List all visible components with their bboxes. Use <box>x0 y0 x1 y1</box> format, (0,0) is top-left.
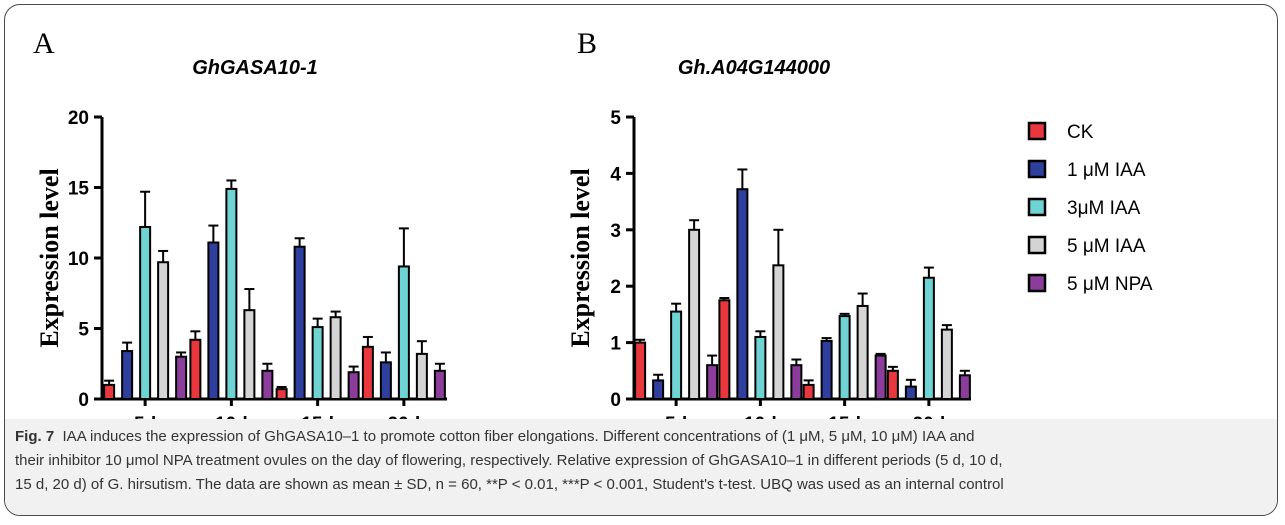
x-tick-label-b: 10d <box>744 414 777 419</box>
bar-a <box>415 352 428 401</box>
bar-b <box>940 328 953 400</box>
y-tick-label-a: 5 <box>78 320 89 341</box>
x-tick-label-b: 5d <box>665 414 687 419</box>
legend-swatch <box>1027 235 1047 255</box>
bar-a <box>433 369 446 400</box>
caption-label: Fig. 7 <box>15 428 55 445</box>
x-tick-label-a: 10d <box>215 414 248 419</box>
bar-a <box>175 355 188 401</box>
x-tick-label-a: 15d <box>301 414 334 419</box>
caption-line-1: Fig. 7 IAA induces the expression of GhG… <box>15 428 975 445</box>
bar-chart-a: 0 5 10 15 20 5d 10d 15d 20d <box>68 108 447 419</box>
bar-b <box>838 315 851 401</box>
y-tick-label-b: 0 <box>610 390 621 411</box>
x-tick-label-a: 5d <box>134 414 156 419</box>
bar-b <box>754 335 767 400</box>
figure-caption: Fig. 7 IAA induces the expression of GhG… <box>5 419 1277 515</box>
bar-a <box>293 245 306 400</box>
bar-a <box>329 316 342 400</box>
bar-b <box>736 188 749 400</box>
caption-line-2: their inhibitor 10 μmol NPA treatment ov… <box>15 452 1003 469</box>
legend-label: 1 μM IAA <box>1067 160 1146 181</box>
chart-title-a: GhGASA10-1 <box>192 57 318 79</box>
bar-a <box>261 369 274 400</box>
bar-a <box>207 241 220 400</box>
y-tick-label-b: 4 <box>610 164 621 185</box>
bar-a <box>379 361 392 400</box>
y-axis-label-b: Expression level <box>566 168 595 347</box>
bar-b <box>922 276 935 400</box>
bar-a <box>157 261 170 401</box>
bar-b <box>802 383 815 400</box>
y-tick-label-a: 15 <box>68 179 90 200</box>
bar-b <box>790 364 803 401</box>
bar-chart-b: 0 1 2 3 4 5 5d 10d 15d 20d <box>610 108 971 419</box>
bar-b <box>688 228 701 400</box>
bar-b <box>886 369 899 400</box>
bar-a <box>225 187 238 400</box>
panel-letter-b: B <box>577 27 597 60</box>
bar-a <box>397 265 410 400</box>
bar-b <box>706 364 719 401</box>
y-tick-label-b: 1 <box>610 334 621 355</box>
bar-b <box>652 379 665 400</box>
y-tick-label-b: 2 <box>610 277 621 298</box>
panel-letter-a: A <box>33 27 55 60</box>
caption-line-3: 15 d, 20 d) of G. hirsutism. The data ar… <box>15 476 1004 493</box>
bar-b <box>820 339 833 400</box>
bar-b <box>958 374 971 401</box>
y-tick-label-a: 20 <box>68 108 89 129</box>
legend-label: 3μM IAA <box>1067 198 1141 219</box>
bar-b <box>772 264 785 400</box>
x-tick-label-b: 20d <box>913 414 946 419</box>
bar-b <box>856 304 869 400</box>
bar-a <box>189 338 202 400</box>
y-tick-label-a: 10 <box>68 249 89 270</box>
bar-a <box>361 345 374 400</box>
chart-title-b: Gh.A04G144000 <box>678 57 830 79</box>
bar-b <box>634 341 647 401</box>
x-tick-label-a: 20d <box>388 414 421 419</box>
x-tick-label-b: 15d <box>828 414 861 419</box>
legend: CK 1 μM IAA 3μM IAA 5 μM IAA 5 μM NPA <box>1027 121 1153 295</box>
legend-label: 5 μM IAA <box>1067 236 1146 257</box>
bar-b <box>874 354 887 400</box>
figure-canvas: A GhGASA10-1 Expression level 051015205d… <box>33 27 1153 419</box>
bar-a <box>347 371 360 400</box>
bar-a <box>243 309 256 401</box>
legend-swatch <box>1027 159 1047 179</box>
y-axis-label-a: Expression level <box>35 168 64 347</box>
legend-swatch <box>1027 273 1047 293</box>
legend-label: CK <box>1067 122 1094 143</box>
legend-label: 5 μM NPA <box>1067 274 1153 295</box>
bar-a <box>311 326 324 400</box>
legend-swatch <box>1027 197 1047 217</box>
bar-b <box>904 385 917 401</box>
figure-frame: A GhGASA10-1 Expression level 051015205d… <box>4 4 1278 516</box>
bar-b <box>670 310 683 400</box>
legend-swatch <box>1027 121 1047 141</box>
y-tick-label-b: 3 <box>610 221 621 242</box>
bar-b <box>718 299 731 400</box>
bar-a <box>103 383 116 400</box>
bar-a <box>139 225 152 400</box>
y-tick-label-a: 0 <box>78 390 89 411</box>
bar-a <box>275 388 288 401</box>
bar-a <box>121 350 134 400</box>
y-tick-label-b: 5 <box>610 108 621 129</box>
